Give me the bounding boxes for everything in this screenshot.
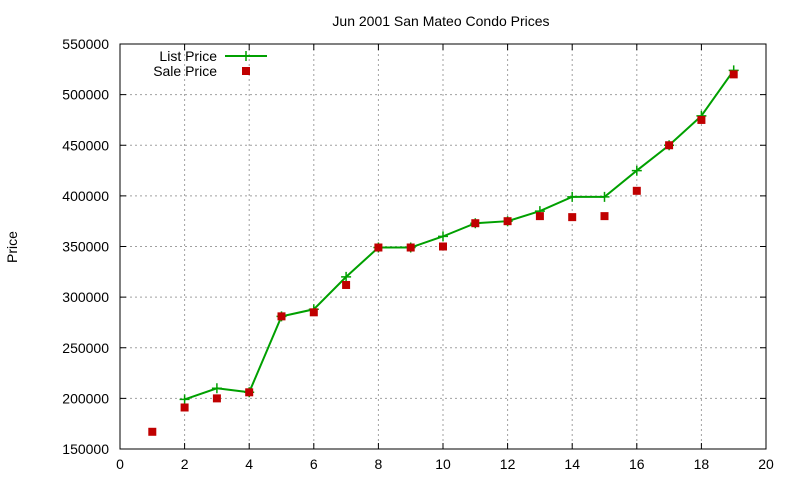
legend-label-sale-price: Sale Price xyxy=(153,63,217,79)
x-tick-label: 16 xyxy=(629,456,645,472)
sale-price-point xyxy=(148,427,157,436)
x-tick-label: 2 xyxy=(181,456,189,472)
sale-price-point xyxy=(535,212,544,221)
tick-labels: 0 2 4 6 8 10 12 14 16 18 20 150000 200000 250000 30000… xyxy=(62,36,774,472)
y-tick-label: 450000 xyxy=(62,137,109,153)
list-price-point xyxy=(341,271,352,282)
x-tick-label: 18 xyxy=(694,456,710,472)
list-price-point xyxy=(567,191,578,202)
sale-price-point xyxy=(277,312,286,321)
sale-price-point xyxy=(471,219,480,228)
x-tick-label: 8 xyxy=(375,456,383,472)
x-tick-label: 12 xyxy=(500,456,516,472)
sale-price-point xyxy=(632,186,641,195)
sale-price-point xyxy=(309,308,318,317)
plot-frame xyxy=(119,43,767,450)
list-price-line xyxy=(184,69,735,401)
sale-price-point xyxy=(406,243,415,252)
y-tick-label: 250000 xyxy=(62,340,109,356)
sale-price-point xyxy=(503,217,512,226)
y-tick-label: 400000 xyxy=(62,188,109,204)
sale-price-point xyxy=(729,70,738,79)
list-price-point xyxy=(179,394,190,405)
sale-price-point xyxy=(439,242,447,251)
sale-price-point xyxy=(212,394,221,403)
y-tick-label: 200000 xyxy=(62,390,109,406)
sale-price-point xyxy=(697,115,706,124)
x-tick-label: 4 xyxy=(245,456,253,472)
list-price-point xyxy=(631,165,642,176)
list-price-point xyxy=(599,191,610,202)
sale-price-point xyxy=(374,243,383,252)
legend-symbol-list-price-plus xyxy=(241,51,251,61)
y-tick-label: 550000 xyxy=(62,36,109,52)
chart-title: Jun 2001 San Mateo Condo Prices xyxy=(332,13,549,29)
x-tick-label: 10 xyxy=(435,456,451,472)
x-tick-label: 0 xyxy=(116,456,124,472)
series-layer xyxy=(148,65,739,436)
y-tick-label: 150000 xyxy=(62,441,109,457)
y-tick-label: 300000 xyxy=(62,289,109,305)
sale-price-point xyxy=(180,403,189,412)
sale-price-point xyxy=(665,141,674,150)
y-tick-label: 500000 xyxy=(62,87,109,103)
y-tick-label: 350000 xyxy=(62,239,109,255)
legend-symbol-sale-price xyxy=(242,67,250,75)
x-tick-label: 6 xyxy=(310,456,318,472)
x-tick-label: 20 xyxy=(758,456,774,472)
sale-price-point xyxy=(600,212,609,221)
sale-price-point xyxy=(342,280,351,289)
legend-label-list-price: List Price xyxy=(159,48,217,64)
list-price-point xyxy=(211,383,222,394)
list-price-point xyxy=(438,231,448,242)
x-tick-label: 14 xyxy=(564,456,580,472)
sale-price-point xyxy=(245,388,254,397)
sale-price-point xyxy=(568,213,577,222)
y-axis-label: Price xyxy=(4,231,20,263)
legend: List Price Sale Price xyxy=(153,48,267,79)
